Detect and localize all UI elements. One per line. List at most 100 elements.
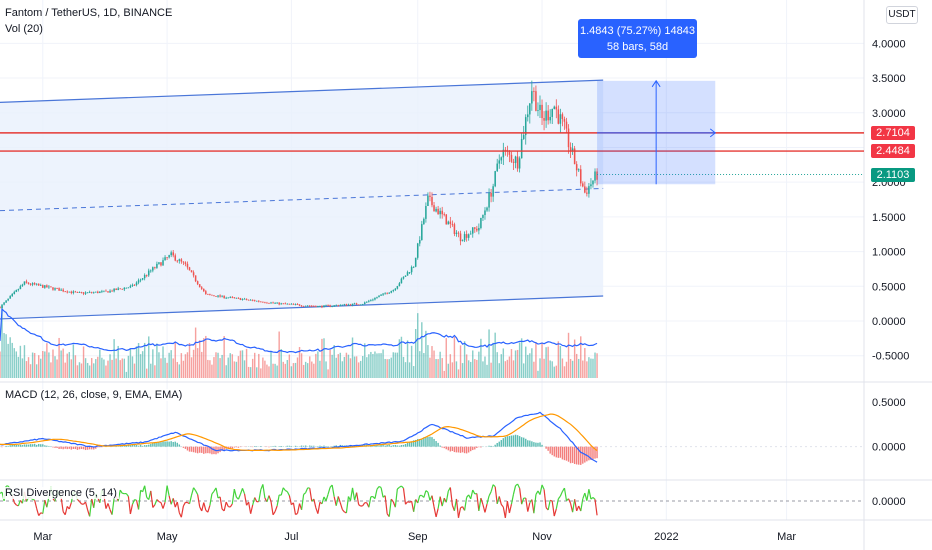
candle-body (188, 267, 191, 271)
volume-bar (9, 337, 11, 378)
candle-body (235, 297, 238, 299)
macd-histogram-bar (580, 446, 582, 465)
rsi-pane (0, 483, 864, 518)
volume-bar (229, 353, 231, 378)
macd-histogram-bar (135, 444, 138, 447)
macd-histogram-bar (575, 446, 578, 465)
macd-histogram-bar (571, 446, 574, 463)
candle-body (219, 295, 221, 297)
candle-body (1, 304, 3, 309)
volume-bar (429, 357, 431, 378)
rsi-segment (356, 492, 360, 505)
volume-bar (272, 363, 274, 378)
volume-bar (203, 338, 205, 378)
candle-body (353, 303, 356, 305)
volume-bar (158, 352, 160, 378)
volume-bar (539, 358, 541, 378)
volume-bar (327, 369, 329, 378)
candle-body (439, 210, 441, 215)
rsi-segment (519, 488, 523, 505)
volume-bar (72, 344, 75, 378)
time-tick-label: Mar (33, 531, 52, 543)
macd-histogram-bar (355, 445, 358, 447)
macd-histogram-bar (182, 446, 185, 448)
measure-range[interactable] (597, 79, 717, 185)
macd-histogram-bar (439, 445, 441, 447)
volume-bar (527, 354, 529, 378)
volume-bar (13, 348, 15, 378)
candle-body (217, 295, 219, 297)
volume-bar (44, 351, 46, 378)
macd-histogram-bar (529, 440, 531, 447)
candle-body (11, 293, 14, 297)
horizontal-lines[interactable] (0, 132, 864, 176)
macd-histogram-bar (131, 444, 134, 447)
price-tick-label: 3.0000 (872, 108, 906, 120)
candle-body (46, 285, 48, 288)
rsi-segment (445, 491, 449, 503)
rsi-segment (321, 496, 325, 504)
volume-bar (23, 345, 26, 378)
macd-histogram-bar (451, 446, 454, 452)
volume-bar (290, 366, 293, 378)
candle-body (526, 114, 529, 118)
macd-histogram-bar (68, 446, 70, 449)
rsi-segment (439, 496, 443, 507)
rsi-segment (423, 490, 427, 498)
volume-bar (555, 365, 558, 378)
macd-histogram-bar (88, 446, 91, 450)
candle-body (310, 305, 313, 307)
volume-bar (370, 351, 372, 378)
rsi-segment (144, 485, 148, 498)
candle-body (288, 303, 291, 305)
candle-body (184, 262, 187, 264)
currency-button[interactable]: USDT (886, 6, 918, 24)
rsi-segment (553, 508, 557, 517)
rsi-segment (154, 499, 158, 505)
rsi-segment (172, 498, 176, 508)
macd-histogram-bar (78, 446, 81, 450)
candle-body (60, 289, 62, 291)
candle-body (535, 91, 537, 111)
volume-bar (215, 352, 217, 378)
rsi-segment (376, 486, 380, 490)
volume-bars (0, 306, 598, 378)
macd-histogram-bar (490, 445, 492, 447)
rsi-segment (152, 504, 156, 508)
volume-bar (194, 327, 197, 378)
macd-histogram-bar (95, 446, 97, 449)
candle-body (388, 292, 390, 294)
candle-body (392, 290, 395, 292)
macd-histogram-bar (559, 446, 562, 458)
volume-bar (567, 332, 570, 378)
macd-histogram-bar (268, 446, 270, 448)
rsi-segment (470, 489, 474, 499)
candle-body (272, 302, 274, 304)
rsi-segment (229, 503, 233, 508)
volume-bar (40, 358, 42, 378)
rsi-segment (79, 501, 82, 505)
macd-histogram-bar (445, 446, 447, 450)
macd-histogram-bar (11, 444, 13, 447)
volume-bar (384, 358, 386, 378)
macd-histogram-bar (235, 446, 238, 448)
volume-bar (596, 353, 598, 378)
volume-bar (280, 349, 282, 378)
volume-bar (304, 361, 307, 378)
candle-body (276, 302, 278, 304)
macd-histogram-bar (541, 444, 543, 447)
price-channel[interactable] (0, 79, 604, 320)
volume-bar (237, 356, 240, 378)
candle-body (190, 270, 193, 273)
macd-histogram-bar (74, 446, 77, 450)
candle-body (186, 263, 189, 268)
macd-histogram-bar (527, 440, 529, 447)
volume-bar (247, 366, 250, 378)
measure-label[interactable]: 1.4843 (75.27%) 14843 58 bars, 58d (578, 19, 697, 58)
volume-bar (563, 366, 566, 378)
volume-bar (111, 359, 113, 378)
candle-body (345, 304, 348, 306)
volume-bar (84, 358, 87, 378)
macd-histogram-bar (461, 446, 464, 453)
